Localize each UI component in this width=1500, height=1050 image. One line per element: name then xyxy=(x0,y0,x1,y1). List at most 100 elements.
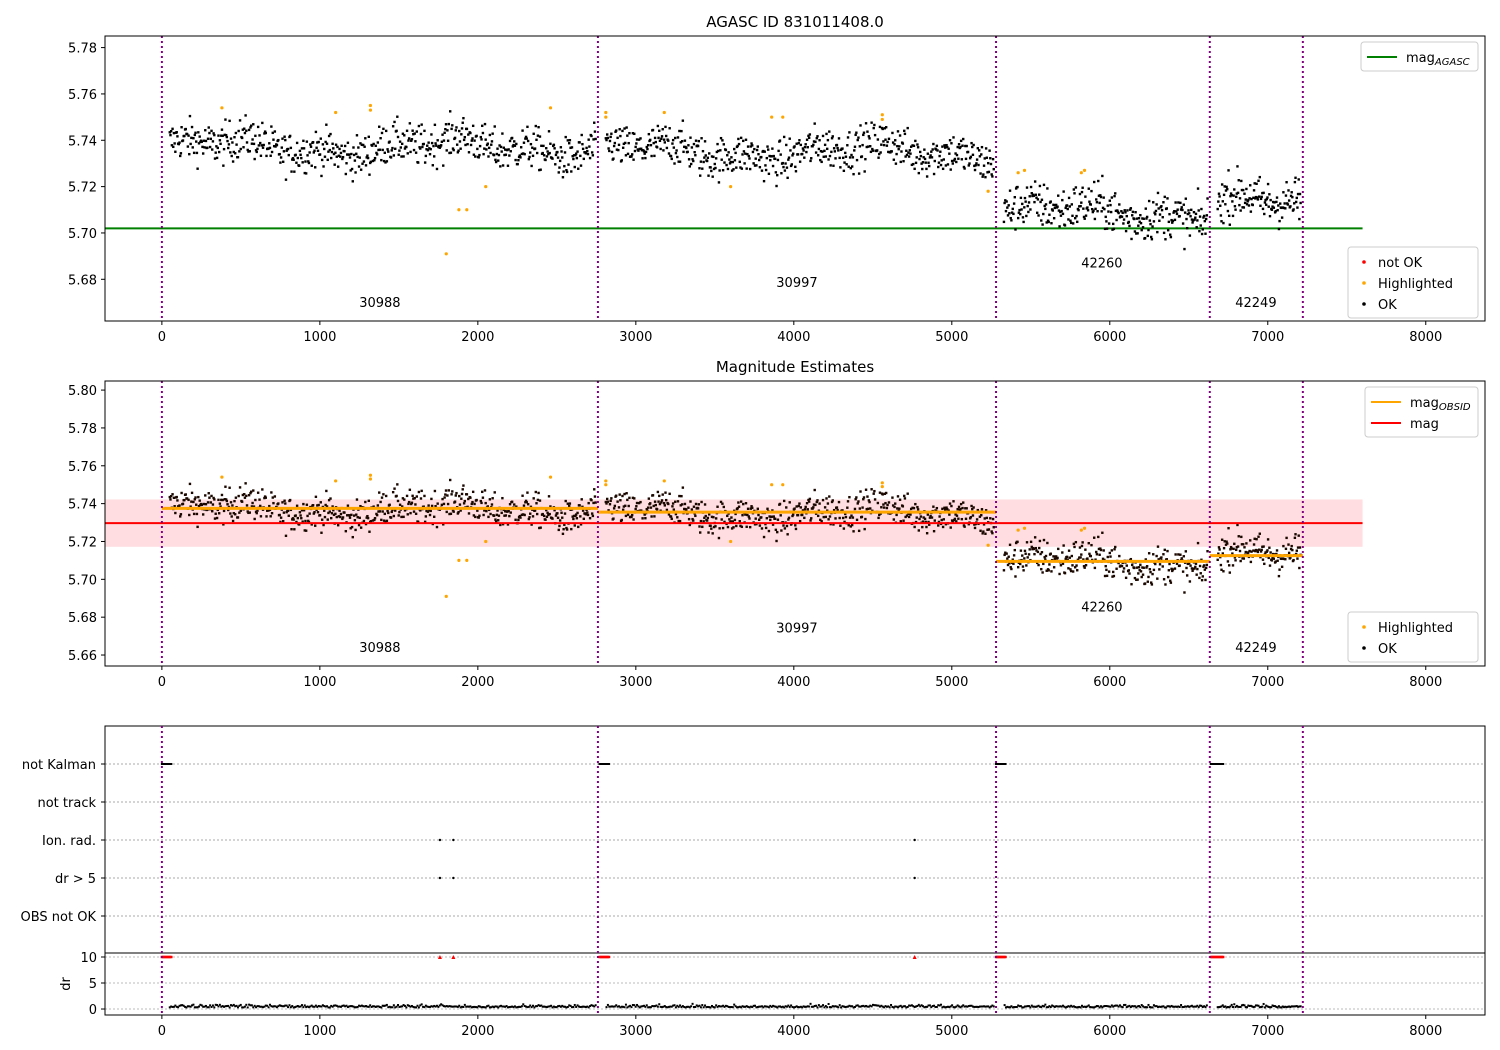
dr-point xyxy=(1087,1004,1090,1007)
dr-point xyxy=(1163,1006,1166,1009)
p1-ok-point xyxy=(1012,212,1015,216)
p1-ok-point xyxy=(485,148,488,151)
p1-ok-point xyxy=(813,122,816,125)
p1-ok-point xyxy=(181,139,185,142)
p1-ok-point xyxy=(1295,196,1298,200)
p1-ok-point xyxy=(323,155,327,158)
p2-ok-point xyxy=(1177,553,1180,556)
p2-ok-point xyxy=(263,496,266,500)
p1-ok-point xyxy=(897,147,900,151)
dr-point xyxy=(424,1004,427,1007)
dr-point xyxy=(1097,1005,1100,1008)
dr-point xyxy=(1071,1005,1074,1008)
p1-ok-point xyxy=(591,154,595,157)
p1-ok-point xyxy=(1142,217,1145,221)
p1-ok-point xyxy=(949,168,952,171)
p1-ok-point xyxy=(920,162,923,165)
p1-ok-point xyxy=(188,114,192,118)
dr-point xyxy=(462,1006,465,1009)
flag-label: Ion. rad. xyxy=(42,834,96,849)
p1-ok-point xyxy=(168,131,171,134)
dr-point xyxy=(888,1006,891,1009)
p2-ok-point xyxy=(366,514,369,518)
dr-point xyxy=(1032,1005,1035,1008)
dr-point xyxy=(309,1005,312,1008)
p1-ok-point xyxy=(524,135,528,139)
dr-point xyxy=(369,1004,372,1007)
p2-ok-point xyxy=(954,513,957,516)
p2-ok-point xyxy=(916,505,919,509)
p1-ok-point xyxy=(930,150,933,153)
p1-ok-point xyxy=(1261,207,1265,211)
p2-ok-point xyxy=(866,495,869,498)
p1-ok-point xyxy=(567,163,570,166)
p2-ok-point xyxy=(1287,543,1290,546)
dr-point xyxy=(1118,1004,1121,1007)
p1-ok-point xyxy=(360,143,364,147)
p1-ok-point xyxy=(1193,218,1196,221)
p1-xtick-label: 6000 xyxy=(1093,330,1126,345)
p2-ok-point xyxy=(1008,543,1012,547)
p2-ok-point xyxy=(877,516,880,520)
p2-ok-point xyxy=(844,512,847,516)
p1-ok-point xyxy=(698,167,701,170)
p2-ok-point xyxy=(423,520,427,524)
p2-ok-point xyxy=(281,519,285,523)
p1-ok-point xyxy=(842,169,846,173)
p1-ok-point xyxy=(772,154,775,158)
dr-point xyxy=(1090,1006,1093,1009)
dr-point xyxy=(672,1004,675,1007)
p2-ok-point xyxy=(1262,545,1265,548)
p2-ok-point xyxy=(228,486,231,489)
p2-ok-point xyxy=(433,489,437,493)
p2-ok-point xyxy=(1045,569,1048,572)
p1-ok-point xyxy=(746,152,749,156)
p1-ok-point xyxy=(1228,223,1232,226)
p1-ok-point xyxy=(933,159,936,163)
dr-point xyxy=(756,1005,759,1008)
dr-point xyxy=(541,1005,544,1008)
p2-ok-point xyxy=(1033,536,1037,539)
p1-ok-point xyxy=(854,133,857,137)
p2-ok-point xyxy=(730,527,734,530)
dr-point xyxy=(1274,1005,1277,1008)
p1-ok-point xyxy=(432,144,435,148)
p2-ok-point xyxy=(949,526,952,529)
p1-ok-point xyxy=(950,159,954,163)
p2-ok-point xyxy=(198,499,201,502)
p2-ok-point xyxy=(444,489,448,492)
dr-point xyxy=(744,1005,747,1008)
p2-ok-point xyxy=(412,510,416,513)
p2-ok-point xyxy=(403,509,407,512)
p1-ok-point xyxy=(1049,200,1052,203)
p1-ok-point xyxy=(322,165,325,168)
p1-ok-point xyxy=(203,146,206,149)
dr-point xyxy=(830,1006,833,1009)
p2-ok-point xyxy=(195,503,198,506)
p2-ok-point xyxy=(179,513,183,516)
p2-ok-point xyxy=(1234,559,1237,562)
dr-point xyxy=(1237,1005,1240,1008)
p2-ok-point xyxy=(446,494,449,497)
p1-ok-point xyxy=(678,129,681,133)
p2-ok-point xyxy=(842,527,846,530)
dr-point xyxy=(1171,1005,1174,1008)
p1-ok-point xyxy=(556,156,560,159)
p2-ok-point xyxy=(945,506,948,509)
p2-ok-point xyxy=(980,508,984,511)
p2-ok-point xyxy=(873,489,876,493)
p2-ok-point xyxy=(941,507,944,511)
p2-ok-point xyxy=(735,524,738,528)
p2-ok-point xyxy=(326,518,329,521)
p2-ok-point xyxy=(1090,543,1093,547)
p2-ok-point xyxy=(681,486,685,489)
dr-point xyxy=(1177,1005,1180,1008)
p1-ok-point xyxy=(1245,203,1249,206)
dr-point xyxy=(494,1005,497,1008)
dr-point xyxy=(356,1005,359,1008)
dr-point xyxy=(174,1004,177,1007)
p1-ok-point xyxy=(658,129,661,132)
p2-ok-point xyxy=(249,490,253,493)
p2-ok-point xyxy=(1293,536,1297,540)
p1-ok-point xyxy=(1277,204,1280,207)
